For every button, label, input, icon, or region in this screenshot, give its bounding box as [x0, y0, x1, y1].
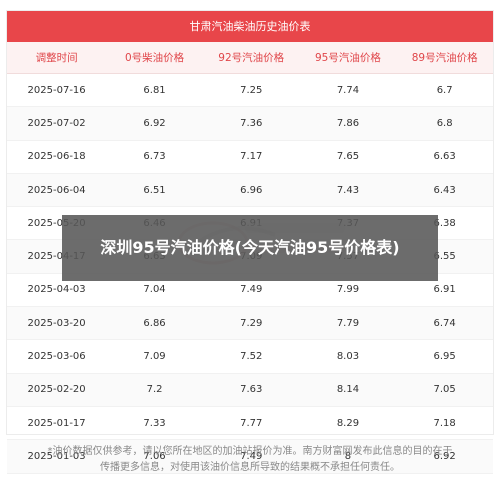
cell-diesel-0: 7.09: [106, 339, 203, 374]
cell-gasoline-95: 8: [299, 439, 397, 474]
cell-gasoline-95: 8.29: [299, 406, 397, 441]
cell-gasoline-89: 6.8: [396, 106, 493, 141]
cell-date: 2025-03-06: [7, 339, 107, 374]
cell-diesel-0: 7.2: [106, 373, 203, 407]
cell-gasoline-92: 7.25: [202, 73, 300, 108]
disclaimer-line-1: *油价数据仅供参考，请以您所在地区的加油站报价为准。南方财富网发布此信息的目的在…: [47, 446, 453, 457]
cell-diesel-0: 6.86: [106, 306, 203, 341]
header-diesel-0: 0号柴油价格: [106, 42, 203, 74]
cell-gasoline-89: 6.74: [396, 306, 493, 341]
cell-diesel-0: 6.92: [106, 106, 203, 141]
cell-gasoline-92: 7.77: [202, 406, 300, 441]
cell-diesel-0: 6.81: [106, 73, 203, 108]
table-row: 2025-07-02 6.92 7.36 7.86 6.8: [7, 106, 493, 141]
table-row: 2025-06-18 6.73 7.17 7.65 6.63: [7, 140, 493, 174]
cell-gasoline-95: 7.74: [299, 73, 397, 108]
cell-gasoline-95: 7.79: [299, 306, 397, 341]
cell-gasoline-92: 7.52: [202, 339, 300, 374]
cell-gasoline-89: 6.92: [396, 439, 493, 474]
header-gasoline-92: 92号汽油价格: [202, 42, 300, 74]
table-row: 2025-01-17 7.33 7.77 8.29 7.18: [7, 406, 493, 441]
cell-gasoline-95: 8.03: [299, 339, 397, 374]
table-row: 2025-02-20 7.2 7.63 8.14 7.05: [7, 373, 493, 407]
cell-diesel-0: 7.33: [106, 406, 203, 441]
disclaimer-line-2: 传播更多信息，对使用该油价信息所导致的结果概不承担任何责任。: [100, 462, 400, 473]
cell-diesel-0: 7.06: [106, 439, 203, 474]
cell-gasoline-89: 7.05: [396, 373, 493, 407]
cell-date: 2025-06-18: [7, 140, 107, 174]
cell-date: 2025-07-16: [7, 73, 107, 108]
header-date: 调整时间: [7, 42, 107, 74]
cell-diesel-0: 6.73: [106, 140, 203, 174]
cell-gasoline-92: 7.63: [202, 373, 300, 407]
article-title-banner[interactable]: 深圳95号汽油价格(今天汽油95号价格表): [62, 215, 438, 281]
header-gasoline-89: 89号汽油价格: [396, 42, 493, 74]
cell-gasoline-89: 6.95: [396, 339, 493, 374]
cell-gasoline-89: 7.18: [396, 406, 493, 441]
article-title[interactable]: 深圳95号汽油价格(今天汽油95号价格表): [100, 238, 400, 257]
cell-gasoline-89: 6.43: [396, 173, 493, 208]
cell-date: 2025-07-02: [7, 106, 107, 141]
cell-date: 2025-01-17: [7, 406, 107, 441]
cell-gasoline-92: 7.29: [202, 306, 300, 341]
cell-gasoline-95: 8.14: [299, 373, 397, 407]
cell-gasoline-92: 7.17: [202, 140, 300, 174]
cell-date: 2025-01-03: [7, 439, 107, 474]
cell-diesel-0: 6.51: [106, 173, 203, 208]
cell-gasoline-92: 7.36: [202, 106, 300, 141]
table-row: 2025-03-06 7.09 7.52 8.03 6.95: [7, 339, 493, 374]
cell-date: 2025-03-20: [7, 306, 107, 341]
cell-gasoline-92: 7.49: [202, 439, 300, 474]
cell-date: 2025-02-20: [7, 373, 107, 407]
header-gasoline-95: 95号汽油价格: [299, 42, 397, 74]
table-row: 2025-07-16 6.81 7.25 7.74 6.7: [7, 73, 493, 108]
table-header-row: 调整时间 0号柴油价格 92号汽油价格 95号汽油价格 89号汽油价格: [7, 42, 493, 74]
cell-gasoline-95: 7.43: [299, 173, 397, 208]
disclaimer-note: *油价数据仅供参考，请以您所在地区的加油站报价为准。南方财富网发布此信息的目的在…: [8, 444, 492, 476]
cell-gasoline-95: 7.65: [299, 140, 397, 174]
table-row: 2025-01-03 7.06 7.49 8 6.92: [7, 439, 493, 474]
cell-gasoline-92: 6.96: [202, 173, 300, 208]
cell-gasoline-95: 7.86: [299, 106, 397, 141]
table-title: 甘肃汽油柴油历史油价表: [7, 11, 493, 42]
table-row: 2025-03-20 6.86 7.29 7.79 6.74: [7, 306, 493, 341]
table-row: 2025-06-04 6.51 6.96 7.43 6.43: [7, 173, 493, 208]
cell-date: 2025-06-04: [7, 173, 107, 208]
cell-gasoline-89: 6.7: [396, 73, 493, 108]
cell-gasoline-89: 6.63: [396, 140, 493, 174]
